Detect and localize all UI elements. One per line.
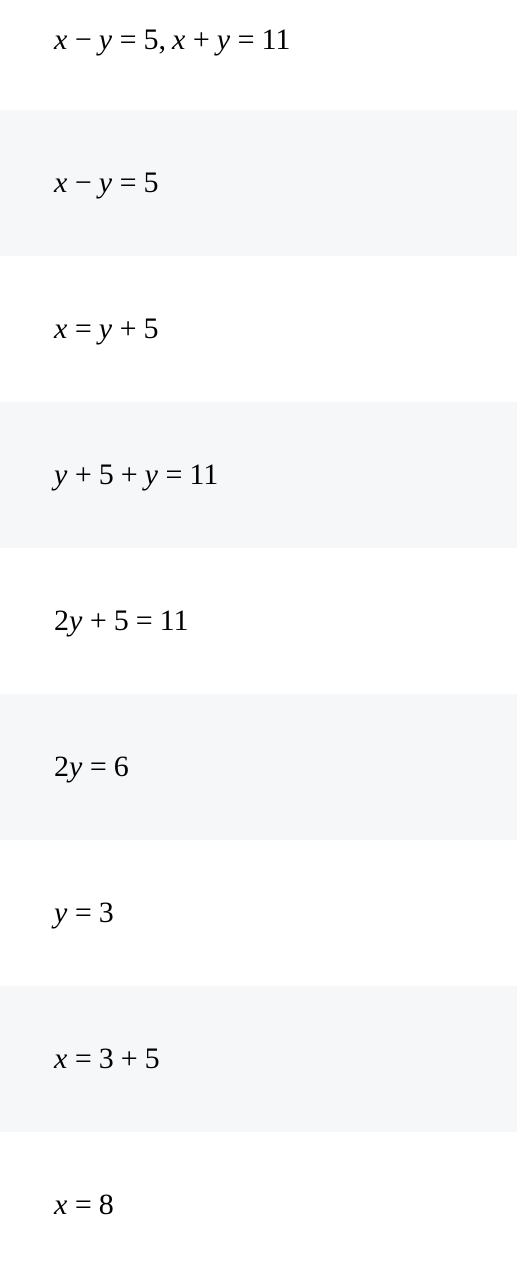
equation-step: x−y=5,x+y=11 — [0, 0, 517, 110]
equation-token: = — [68, 1042, 99, 1075]
equation-token: + — [68, 458, 99, 491]
equation-step: y+5+y=11 — [0, 402, 517, 548]
equation-expression: 2y+5=11 — [54, 604, 189, 638]
equation-token: + — [114, 1042, 145, 1075]
equation-token: x — [54, 1042, 68, 1075]
equation-token: + — [114, 458, 145, 491]
equation-step: 2y=6 — [0, 694, 517, 840]
equation-token: , — [159, 23, 173, 56]
equation-token: 5 — [144, 166, 159, 199]
equation-expression: y+5+y=11 — [54, 458, 218, 492]
equation-token: y — [54, 896, 68, 929]
equation-token: 3 — [99, 1042, 114, 1075]
equation-step: x=8 — [0, 1132, 517, 1278]
equation-step: x=3+5 — [0, 986, 517, 1132]
equation-token: − — [68, 23, 99, 56]
equation-token: x — [54, 1188, 68, 1221]
equation-expression: x=y+5 — [54, 312, 159, 346]
equation-token: y — [69, 750, 83, 783]
equation-token: x — [54, 166, 68, 199]
equation-token: = — [68, 896, 99, 929]
equation-token: 11 — [160, 604, 189, 637]
equation-token: y — [54, 458, 68, 491]
equation-token: y — [99, 166, 113, 199]
equation-step: y=3 — [0, 840, 517, 986]
equation-token: = — [68, 1188, 99, 1221]
equation-token: 2 — [54, 750, 69, 783]
equation-token: + — [113, 312, 144, 345]
equation-step: x−y=5 — [0, 110, 517, 256]
equation-step: 2y+5=11 — [0, 548, 517, 694]
equation-step: x=y+5 — [0, 256, 517, 402]
equation-steps-list: x−y=5,x+y=11x−y=5x=y+5y+5+y=112y+5=112y=… — [0, 0, 517, 1278]
equation-token: 6 — [114, 750, 129, 783]
equation-token: = — [231, 23, 262, 56]
equation-token: 8 — [99, 1188, 114, 1221]
equation-token: 11 — [262, 23, 291, 56]
equation-token: x — [172, 23, 186, 56]
equation-expression: 2y=6 — [54, 750, 129, 784]
equation-expression: x=3+5 — [54, 1042, 160, 1076]
equation-token: y — [217, 23, 231, 56]
equation-token: 5 — [144, 23, 159, 56]
equation-token: − — [68, 166, 99, 199]
equation-token: = — [113, 23, 144, 56]
equation-token: 5 — [144, 312, 159, 345]
equation-token: = — [129, 604, 160, 637]
equation-token: + — [83, 604, 114, 637]
equation-expression: x−y=5 — [54, 166, 159, 200]
equation-expression: y=3 — [54, 896, 114, 930]
equation-expression: x=8 — [54, 1188, 114, 1222]
equation-expression: x−y=5,x+y=11 — [54, 23, 290, 57]
equation-token: + — [186, 23, 217, 56]
equation-token: 11 — [189, 458, 218, 491]
equation-token: y — [145, 458, 159, 491]
equation-token: = — [159, 458, 190, 491]
equation-token: = — [83, 750, 114, 783]
equation-token: = — [68, 312, 99, 345]
equation-token: x — [54, 23, 68, 56]
equation-token: y — [99, 312, 113, 345]
equation-token: y — [99, 23, 113, 56]
equation-token: 2 — [54, 604, 69, 637]
equation-token: 5 — [99, 458, 114, 491]
equation-token: 3 — [99, 896, 114, 929]
equation-token: 5 — [114, 604, 129, 637]
equation-token: = — [113, 166, 144, 199]
equation-token: 5 — [145, 1042, 160, 1075]
equation-token: y — [69, 604, 83, 637]
equation-token: x — [54, 312, 68, 345]
